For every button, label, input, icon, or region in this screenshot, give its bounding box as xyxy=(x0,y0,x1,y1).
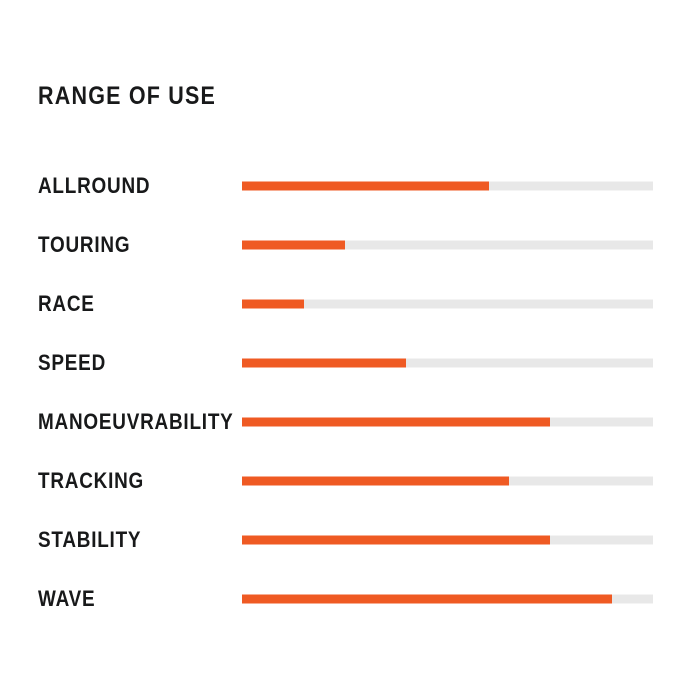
chart-row: TOURING xyxy=(0,215,700,274)
chart-row-label: TRACKING xyxy=(38,467,145,493)
chart-row-fill xyxy=(242,535,551,544)
chart-row-label: TOURING xyxy=(38,231,131,257)
chart-row-track xyxy=(242,417,653,426)
chart-row-label: WAVE xyxy=(38,585,96,611)
chart-row-label: ALLROUND xyxy=(38,172,151,198)
chart-row-label: SPEED xyxy=(38,349,107,375)
chart-row-fill xyxy=(242,181,489,190)
chart-row-fill xyxy=(242,594,612,603)
chart-rows: ALLROUND TOURING RACE SPEED MANOEUVRABILITY T… xyxy=(0,156,700,628)
chart-row-track xyxy=(242,181,653,190)
chart-row: STABILITY xyxy=(0,510,700,569)
chart-row-track xyxy=(242,594,653,603)
chart-row: MANOEUVRABILITY xyxy=(0,392,700,451)
chart-row-fill xyxy=(242,299,304,308)
chart-row-fill xyxy=(242,358,407,367)
chart-row-track xyxy=(242,535,653,544)
chart-row-label: RACE xyxy=(38,290,95,316)
chart-row-label: STABILITY xyxy=(38,526,142,552)
chart-row-track xyxy=(242,240,653,249)
chart-title: RANGE OF USE xyxy=(38,82,217,110)
chart-row-fill xyxy=(242,476,510,485)
chart-row-track xyxy=(242,476,653,485)
chart-row-fill xyxy=(242,417,551,426)
chart-row-track xyxy=(242,358,653,367)
chart-row-fill xyxy=(242,240,345,249)
chart-row-label: MANOEUVRABILITY xyxy=(38,408,234,434)
chart-row: SPEED xyxy=(0,333,700,392)
chart-row: WAVE xyxy=(0,569,700,628)
chart-row: ALLROUND xyxy=(0,156,700,215)
chart-row: RACE xyxy=(0,274,700,333)
chart-row: TRACKING xyxy=(0,451,700,510)
chart-row-track xyxy=(242,299,653,308)
